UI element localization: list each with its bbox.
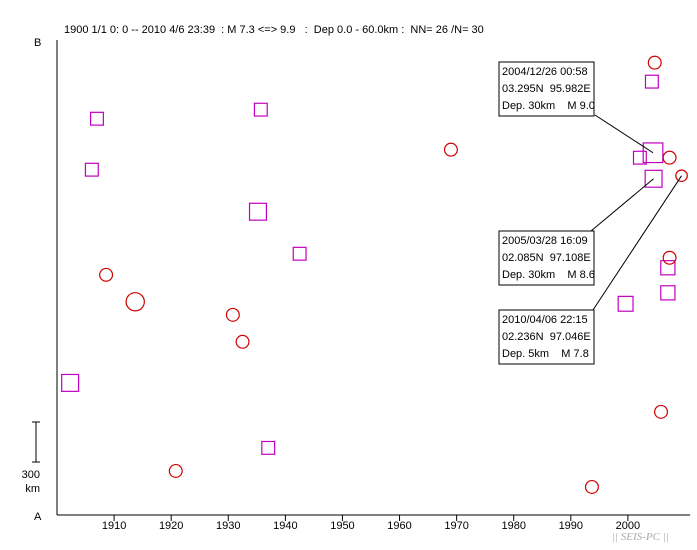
square-marker [89,111,104,126]
scale-label: 300 [22,469,40,481]
square-marker [644,74,659,89]
square-marker [253,102,268,117]
square-marker [660,285,676,301]
square-marker [248,202,268,221]
chart-title: 1900 1/1 0: 0 -- 2010 4/6 23:39 : M 7.3 … [64,24,484,36]
circle-marker [225,307,240,322]
x-tick-label: 1930 [216,520,240,532]
annotation-text: 02.236N 97.046E [502,331,591,343]
y-top-label: B [34,37,41,49]
annotation-text: Dep. 30km M 9.0 [502,100,595,112]
circle-marker [675,169,688,183]
scale-unit: km [25,483,40,495]
x-tick-label: 1980 [501,520,525,532]
annotation-text: 02.085N 97.108E [502,252,591,264]
x-tick-label: 1920 [159,520,183,532]
annotation-text: 2004/12/26 00:58 [502,66,588,78]
x-tick-label: 1960 [387,520,411,532]
circle-marker [168,463,183,478]
x-tick-label: 2000 [616,520,640,532]
square-marker [84,162,99,177]
annotation-text: Dep. 30km M 8.6 [502,269,595,281]
circle-marker [443,142,458,157]
circle-marker [662,250,677,265]
circle-marker [125,292,145,312]
square-marker [292,246,307,261]
annotation-leader [590,178,654,232]
square-marker [660,260,676,276]
x-tick-label: 1940 [273,520,297,532]
square-marker [644,169,663,188]
square-marker [261,440,276,455]
annotation-box [498,309,595,365]
square-marker [642,142,664,164]
circle-marker [235,334,250,349]
annotation-text: Dep. 5km M 7.8 [502,348,589,360]
annotation-text: 2005/03/28 16:09 [502,235,588,247]
annotation-leader [592,175,682,311]
square-marker [617,295,634,312]
square-marker [632,150,647,165]
annotation-box [498,230,595,286]
annotation-leader [594,114,654,154]
x-tick-label: 1990 [559,520,583,532]
circle-marker [662,150,677,165]
circle-marker [654,404,669,419]
circle-marker [647,55,662,70]
circle-marker [99,267,114,282]
annotation-text: 2010/04/06 22:15 [502,314,588,326]
watermark: || SEIS-PC || [612,531,669,543]
annotation-box [498,61,595,117]
x-tick-label: 1950 [330,520,354,532]
square-marker [61,373,80,392]
annotation-text: 03.295N 95.982E [502,83,591,95]
y-bottom-label: A [34,511,42,523]
circle-marker [584,479,599,494]
x-tick-label: 1910 [102,520,126,532]
x-tick-label: 1970 [444,520,468,532]
